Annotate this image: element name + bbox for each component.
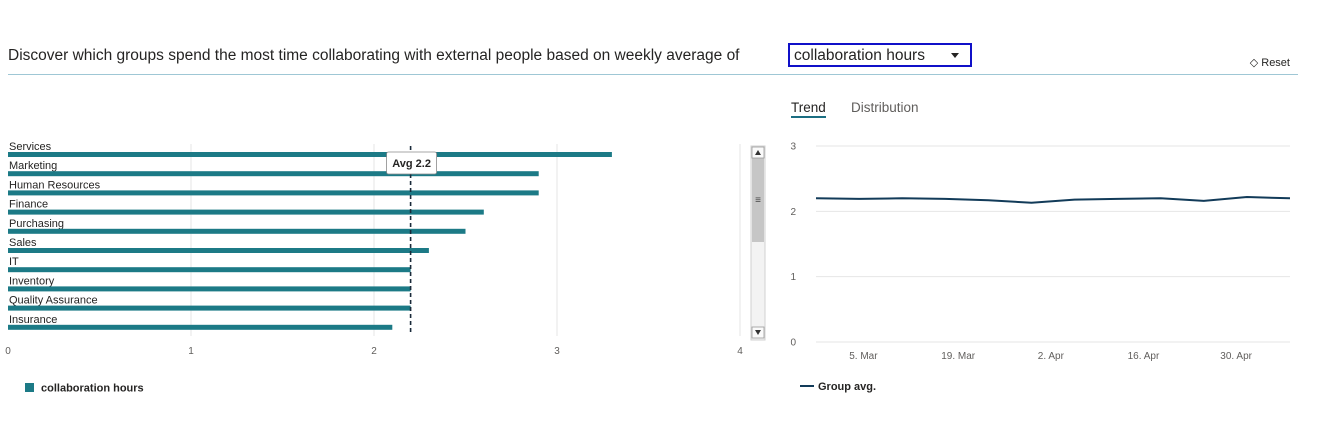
caret-down-icon	[755, 330, 761, 335]
bar[interactable]	[8, 267, 411, 273]
average-tooltip	[386, 151, 438, 175]
bar[interactable]	[8, 152, 612, 157]
bar[interactable]	[8, 286, 411, 292]
bar-category-label: Human Resources	[9, 179, 101, 191]
bar-category-label: Services	[9, 141, 52, 153]
line-y-tick-label: 0	[790, 338, 796, 349]
metric-dropdown-value: collaboration hours	[794, 47, 925, 64]
scroll-up-button[interactable]	[751, 146, 765, 159]
bar[interactable]	[8, 324, 393, 330]
bar[interactable]	[8, 171, 539, 177]
bar-category-label: Insurance	[9, 314, 57, 326]
bar-category-label: Sales	[9, 237, 37, 249]
bar-legend-label[interactable]: collaboration hours	[41, 383, 144, 395]
line-x-tick-label: 30. Apr	[1220, 351, 1252, 362]
metric-dropdown[interactable]: collaboration hours	[788, 43, 972, 67]
bar[interactable]	[8, 305, 411, 311]
bar[interactable]	[8, 248, 429, 253]
line-x-tick-label: 16. Apr	[1128, 351, 1160, 362]
bar-x-tick-label: 0	[5, 346, 11, 357]
line-series-group-avg[interactable]	[815, 195, 1291, 204]
line-x-tick-label: 2. Apr	[1038, 351, 1065, 362]
line-x-tick-label: 5. Mar	[849, 351, 878, 362]
header: Discover which groups spend the most tim…	[8, 43, 1298, 75]
reset-button[interactable]: ◇ Reset	[1250, 56, 1290, 69]
bar[interactable]	[8, 228, 466, 234]
bar-category-label: Marketing	[9, 160, 57, 172]
bar-chart: Services Marketing Human Resources Finance P…	[5, 141, 766, 395]
bar-category-label: Quality Assurance	[9, 295, 98, 307]
scroll-down-button[interactable]	[751, 326, 765, 339]
line-x-tick-label: 19. Mar	[941, 351, 976, 362]
bar-x-tick-label: 1	[188, 346, 194, 357]
bar-category-label: Inventory	[9, 275, 55, 287]
reset-label: Reset	[1261, 57, 1290, 69]
line-chart: 0 1 2 3 5. Mar 19. Mar 2. Apr 16. Apr 30. Apr G…	[790, 142, 1291, 393]
bar[interactable]	[8, 209, 484, 215]
bar-legend-swatch	[25, 383, 34, 392]
scrollbar-grip-icon: ≡	[755, 195, 761, 206]
bar-category-label: Purchasing	[9, 218, 64, 230]
line-legend-label[interactable]: Group avg.	[818, 381, 876, 393]
page-title: Discover which groups spend the most tim…	[8, 47, 740, 64]
eraser-icon: ◇	[1249, 57, 1259, 69]
scrollbar[interactable]: ≡	[750, 145, 766, 341]
caret-up-icon	[755, 150, 761, 155]
tab-trend[interactable]: Trend	[791, 100, 826, 118]
bar-x-tick-label: 3	[554, 346, 560, 357]
bar-x-tick-label: 4	[737, 346, 743, 357]
average-label: Avg 2.2	[392, 158, 431, 170]
chevron-down-icon	[951, 53, 959, 58]
bar-category-label: Finance	[9, 199, 48, 211]
line-y-tick-label: 2	[790, 207, 796, 218]
line-y-tick-label: 3	[790, 142, 796, 153]
bar-category-label: IT	[9, 256, 19, 268]
tab-distribution[interactable]: Distribution	[851, 100, 919, 115]
bar[interactable]	[8, 190, 539, 196]
bar-x-tick-label: 2	[371, 346, 377, 357]
line-y-tick-label: 1	[790, 272, 796, 283]
